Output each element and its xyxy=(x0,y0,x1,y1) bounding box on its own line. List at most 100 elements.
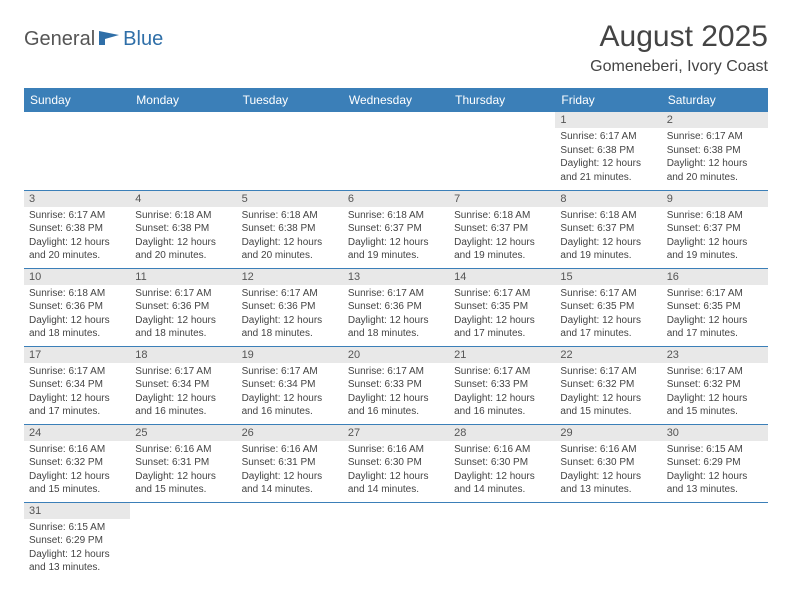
day-data: Sunrise: 6:16 AMSunset: 6:30 PMDaylight:… xyxy=(555,441,661,501)
day-data-line: Sunrise: 6:17 AM xyxy=(242,365,338,379)
day-data: Sunrise: 6:16 AMSunset: 6:30 PMDaylight:… xyxy=(343,441,449,501)
day-data-line: Daylight: 12 hours xyxy=(454,470,550,484)
day-data: Sunrise: 6:15 AMSunset: 6:29 PMDaylight:… xyxy=(662,441,768,501)
day-data-line: Sunset: 6:36 PM xyxy=(135,300,231,314)
calendar-cell: 8Sunrise: 6:18 AMSunset: 6:37 PMDaylight… xyxy=(555,190,661,268)
day-data: Sunrise: 6:17 AMSunset: 6:36 PMDaylight:… xyxy=(343,285,449,345)
calendar-cell: 3Sunrise: 6:17 AMSunset: 6:38 PMDaylight… xyxy=(24,190,130,268)
calendar-cell: 7Sunrise: 6:18 AMSunset: 6:37 PMDaylight… xyxy=(449,190,555,268)
weekday-header: Monday xyxy=(130,88,236,112)
day-data: Sunrise: 6:18 AMSunset: 6:36 PMDaylight:… xyxy=(24,285,130,345)
day-data-line: Sunrise: 6:16 AM xyxy=(135,443,231,457)
calendar-cell: 2Sunrise: 6:17 AMSunset: 6:38 PMDaylight… xyxy=(662,112,768,190)
calendar-cell: 17Sunrise: 6:17 AMSunset: 6:34 PMDayligh… xyxy=(24,346,130,424)
day-data-line: and 21 minutes. xyxy=(560,171,656,185)
day-data: Sunrise: 6:18 AMSunset: 6:37 PMDaylight:… xyxy=(449,207,555,267)
calendar-cell xyxy=(343,502,449,580)
calendar-cell: 6Sunrise: 6:18 AMSunset: 6:37 PMDaylight… xyxy=(343,190,449,268)
day-number: 6 xyxy=(343,191,449,207)
day-data: Sunrise: 6:17 AMSunset: 6:34 PMDaylight:… xyxy=(237,363,343,423)
day-data: Sunrise: 6:17 AMSunset: 6:35 PMDaylight:… xyxy=(555,285,661,345)
calendar-cell: 21Sunrise: 6:17 AMSunset: 6:33 PMDayligh… xyxy=(449,346,555,424)
day-number: 18 xyxy=(130,347,236,363)
calendar-week-row: 31Sunrise: 6:15 AMSunset: 6:29 PMDayligh… xyxy=(24,502,768,580)
day-data-line: Sunrise: 6:17 AM xyxy=(560,365,656,379)
day-data-line: Sunset: 6:30 PM xyxy=(560,456,656,470)
weekday-header: Sunday xyxy=(24,88,130,112)
day-data-line: Sunset: 6:38 PM xyxy=(29,222,125,236)
day-data-line: and 17 minutes. xyxy=(454,327,550,341)
day-data: Sunrise: 6:18 AMSunset: 6:37 PMDaylight:… xyxy=(343,207,449,267)
calendar-cell xyxy=(449,112,555,190)
calendar-cell xyxy=(343,112,449,190)
day-data-line: Sunset: 6:32 PM xyxy=(29,456,125,470)
day-data-line: Daylight: 12 hours xyxy=(667,314,763,328)
day-data-line: Daylight: 12 hours xyxy=(29,314,125,328)
day-data-line: and 13 minutes. xyxy=(560,483,656,497)
day-number: 14 xyxy=(449,269,555,285)
logo: General Blue xyxy=(24,28,163,51)
day-data-line: Sunset: 6:34 PM xyxy=(242,378,338,392)
calendar-cell xyxy=(555,502,661,580)
day-number: 31 xyxy=(24,503,130,519)
calendar-cell: 25Sunrise: 6:16 AMSunset: 6:31 PMDayligh… xyxy=(130,424,236,502)
day-data-line: Sunrise: 6:17 AM xyxy=(29,209,125,223)
day-data-line: Sunrise: 6:17 AM xyxy=(560,287,656,301)
day-data-line: Sunrise: 6:16 AM xyxy=(454,443,550,457)
calendar-week-row: 24Sunrise: 6:16 AMSunset: 6:32 PMDayligh… xyxy=(24,424,768,502)
day-data: Sunrise: 6:16 AMSunset: 6:31 PMDaylight:… xyxy=(130,441,236,501)
day-data-line: Daylight: 12 hours xyxy=(560,314,656,328)
day-data-line: and 20 minutes. xyxy=(242,249,338,263)
day-data-line: Sunset: 6:29 PM xyxy=(667,456,763,470)
day-data-line: Daylight: 12 hours xyxy=(29,392,125,406)
day-number: 25 xyxy=(130,425,236,441)
day-data: Sunrise: 6:17 AMSunset: 6:38 PMDaylight:… xyxy=(24,207,130,267)
day-data-line: Sunrise: 6:17 AM xyxy=(348,365,444,379)
day-data-line: Sunset: 6:38 PM xyxy=(667,144,763,158)
day-data-line: and 17 minutes. xyxy=(667,327,763,341)
day-number: 4 xyxy=(130,191,236,207)
day-data-line: Sunrise: 6:17 AM xyxy=(454,365,550,379)
day-data-line: Daylight: 12 hours xyxy=(560,236,656,250)
day-data-line: Sunrise: 6:17 AM xyxy=(348,287,444,301)
day-data-line: Daylight: 12 hours xyxy=(135,470,231,484)
header: General Blue August 2025 Gomeneberi, Ivo… xyxy=(24,20,768,76)
day-data-line: Sunrise: 6:17 AM xyxy=(560,130,656,144)
calendar-cell: 27Sunrise: 6:16 AMSunset: 6:30 PMDayligh… xyxy=(343,424,449,502)
calendar-cell xyxy=(130,112,236,190)
day-data-line: Daylight: 12 hours xyxy=(348,392,444,406)
day-number: 9 xyxy=(662,191,768,207)
day-data-line: Sunrise: 6:18 AM xyxy=(560,209,656,223)
day-data: Sunrise: 6:15 AMSunset: 6:29 PMDaylight:… xyxy=(24,519,130,579)
day-data-line: Daylight: 12 hours xyxy=(242,314,338,328)
day-data-line: and 18 minutes. xyxy=(348,327,444,341)
day-number: 23 xyxy=(662,347,768,363)
day-data-line: Sunset: 6:38 PM xyxy=(135,222,231,236)
day-data-line: and 16 minutes. xyxy=(135,405,231,419)
day-data-line: and 18 minutes. xyxy=(135,327,231,341)
calendar-cell: 26Sunrise: 6:16 AMSunset: 6:31 PMDayligh… xyxy=(237,424,343,502)
day-data-line: Sunrise: 6:17 AM xyxy=(135,365,231,379)
day-data-line: and 20 minutes. xyxy=(29,249,125,263)
day-data-line: Sunrise: 6:15 AM xyxy=(29,521,125,535)
calendar-cell: 28Sunrise: 6:16 AMSunset: 6:30 PMDayligh… xyxy=(449,424,555,502)
day-data-line: and 17 minutes. xyxy=(29,405,125,419)
month-title: August 2025 xyxy=(590,20,768,54)
day-number: 11 xyxy=(130,269,236,285)
day-data-line: Daylight: 12 hours xyxy=(454,236,550,250)
day-data: Sunrise: 6:18 AMSunset: 6:38 PMDaylight:… xyxy=(237,207,343,267)
day-data-line: Sunrise: 6:16 AM xyxy=(348,443,444,457)
day-number: 1 xyxy=(555,112,661,128)
day-data: Sunrise: 6:17 AMSunset: 6:38 PMDaylight:… xyxy=(555,128,661,188)
day-data-line: Daylight: 12 hours xyxy=(348,314,444,328)
calendar-cell: 20Sunrise: 6:17 AMSunset: 6:33 PMDayligh… xyxy=(343,346,449,424)
weekday-header: Wednesday xyxy=(343,88,449,112)
calendar-cell: 18Sunrise: 6:17 AMSunset: 6:34 PMDayligh… xyxy=(130,346,236,424)
day-data-line: and 19 minutes. xyxy=(348,249,444,263)
day-data-line: Sunset: 6:35 PM xyxy=(560,300,656,314)
day-data-line: Daylight: 12 hours xyxy=(135,392,231,406)
day-data-line: Sunrise: 6:17 AM xyxy=(242,287,338,301)
day-data-line: Sunset: 6:29 PM xyxy=(29,534,125,548)
day-data-line: Sunset: 6:36 PM xyxy=(29,300,125,314)
day-number: 28 xyxy=(449,425,555,441)
